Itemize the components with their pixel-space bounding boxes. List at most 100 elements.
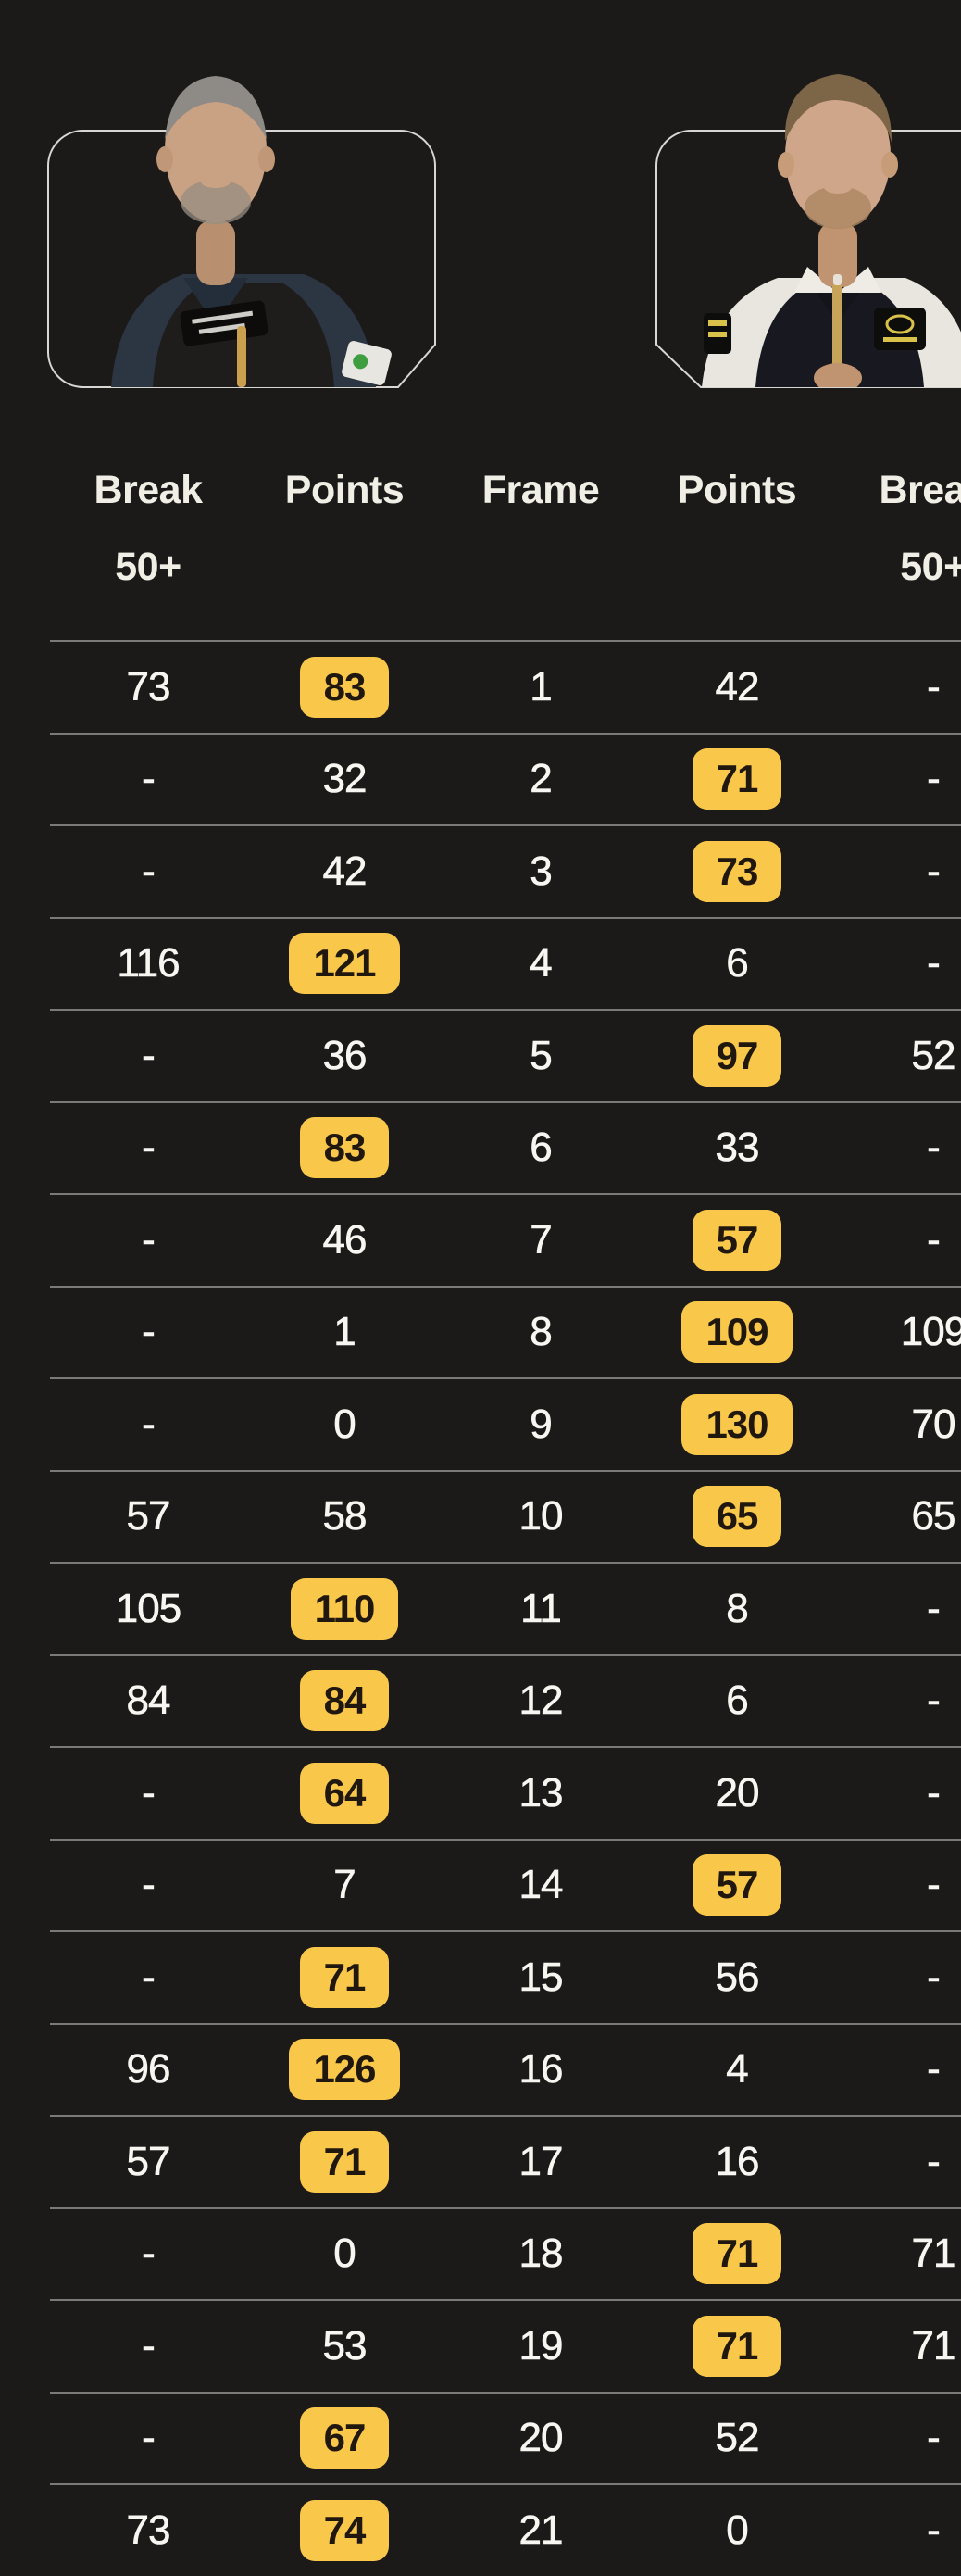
p2-break-value: 70: [911, 1401, 956, 1447]
p1-points-value: 71: [299, 1946, 390, 2008]
p2-points-cell: 73: [639, 840, 835, 902]
frame-number: 12: [518, 1678, 564, 1724]
p2-break-cell: -: [835, 940, 961, 986]
frame-row: - 42 3 73 -: [50, 824, 961, 917]
players-photo-section: [47, 74, 961, 388]
frame-row: 57 58 10 65 65: [50, 1469, 961, 1563]
p2-break-value: -: [927, 1954, 941, 2000]
header-p2-points: Points: [677, 468, 797, 512]
frame-number-cell: 11: [443, 1585, 639, 1632]
p2-points-value: 33: [715, 1125, 760, 1171]
p2-points-cell: 57: [639, 1209, 835, 1271]
p2-points-cell: 56: [639, 1954, 835, 2001]
frame-row: 96 126 16 4 -: [50, 2022, 961, 2116]
header-p1-break: Break 50+: [94, 468, 203, 589]
p1-points-value: 64: [299, 1762, 390, 1824]
p1-break-cell: 57: [50, 2138, 246, 2185]
p1-points-value: 1: [333, 1309, 356, 1355]
p1-break-value: -: [142, 1032, 156, 1078]
p1-break-value: 105: [115, 1585, 181, 1631]
p1-points-value: 0: [333, 2230, 356, 2277]
frame-row: 57 71 17 16 -: [50, 2115, 961, 2207]
p2-break-value: -: [927, 1125, 941, 1171]
p1-break-cell: -: [50, 1862, 246, 1908]
frame-number: 2: [530, 756, 553, 802]
p2-break-cell: 70: [835, 1401, 961, 1448]
p1-points-cell: 58: [246, 1493, 443, 1539]
p2-break-cell: -: [835, 2507, 961, 2554]
p2-points-cell: 57: [639, 1854, 835, 1916]
frame-number: 16: [518, 2046, 564, 2092]
p1-break-cell: 73: [50, 663, 246, 710]
frame-number-cell: 9: [443, 1401, 639, 1448]
p2-points-value: 6: [726, 940, 749, 986]
p1-break-cell: -: [50, 756, 246, 802]
p2-break-value: -: [927, 756, 941, 802]
p2-break-cell: -: [835, 848, 961, 895]
frame-number-cell: 18: [443, 2230, 639, 2277]
frame-number: 20: [518, 2415, 564, 2461]
p1-break-value: -: [142, 756, 156, 802]
p2-break-value: -: [927, 1769, 941, 1816]
p2-break-value: 65: [911, 1493, 956, 1539]
p2-break-cell: 65: [835, 1493, 961, 1539]
frame-row: - 64 13 20 -: [50, 1746, 961, 1839]
p2-points-value: 71: [692, 2315, 782, 2377]
p1-points-value: 67: [299, 2407, 390, 2469]
p2-points-value: 73: [692, 840, 782, 902]
p2-break-cell: -: [835, 1125, 961, 1171]
p2-points-value: 16: [715, 2138, 760, 2184]
frame-row: 116 121 4 6 -: [50, 916, 961, 1010]
frame-number-cell: 16: [443, 2046, 639, 2092]
p1-break-cell: 73: [50, 2507, 246, 2554]
p1-break-cell: -: [50, 1954, 246, 2001]
frame-number: 10: [518, 1493, 564, 1539]
p1-points-cell: 1: [246, 1309, 443, 1355]
p1-points-cell: 110: [246, 1577, 443, 1640]
p2-points-cell: 6: [639, 1678, 835, 1724]
p1-points-cell: 7: [246, 1862, 443, 1908]
frame-number: 14: [518, 1862, 564, 1908]
frame-number-cell: 3: [443, 848, 639, 895]
p2-break-value: -: [927, 848, 941, 894]
p1-points-value: 0: [333, 1401, 356, 1447]
frame-number: 17: [518, 2138, 564, 2184]
p1-break-value: 73: [126, 2507, 171, 2553]
p2-points-cell: 109: [639, 1301, 835, 1363]
p1-break-value: -: [142, 848, 156, 894]
frame-row: 73 74 21 0 -: [50, 2483, 961, 2576]
p2-points-cell: 8: [639, 1585, 835, 1632]
frame-number: 8: [530, 1309, 553, 1355]
frame-row: - 53 19 71 71: [50, 2299, 961, 2392]
p2-break-cell: -: [835, 1954, 961, 2001]
p2-points-value: 65: [692, 1486, 782, 1548]
p1-break-cell: 105: [50, 1585, 246, 1632]
frame-number-cell: 12: [443, 1678, 639, 1724]
p1-points-cell: 71: [246, 1946, 443, 2008]
frame-row: - 0 18 71 71: [50, 2206, 961, 2300]
p1-points-cell: 53: [246, 2322, 443, 2369]
frame-row: - 46 7 57 -: [50, 1193, 961, 1286]
p1-break-value: -: [142, 1862, 156, 1908]
frame-rows: 73 83 1 42 - - 32 2 71 - - 42 3 73 - 116…: [50, 640, 961, 2576]
p1-break-value: -: [142, 2230, 156, 2277]
p2-points-cell: 6: [639, 940, 835, 986]
p2-break-value: -: [927, 1216, 941, 1263]
p2-points-cell: 71: [639, 2223, 835, 2285]
p1-break-value: 57: [126, 2138, 171, 2184]
p2-points-cell: 0: [639, 2507, 835, 2554]
p2-break-value: 109: [900, 1309, 961, 1355]
p1-break-value: -: [142, 2415, 156, 2461]
p1-points-value: 32: [322, 756, 368, 802]
frame-number-cell: 20: [443, 2415, 639, 2461]
frame-number: 13: [518, 1769, 564, 1816]
frame-number: 6: [530, 1125, 553, 1171]
p1-points-cell: 126: [246, 2039, 443, 2101]
p2-break-cell: 109: [835, 1309, 961, 1355]
p2-points-cell: 52: [639, 2415, 835, 2461]
p1-break-value: -: [142, 1769, 156, 1816]
p2-points-cell: 33: [639, 1125, 835, 1171]
p2-points-cell: 4: [639, 2046, 835, 2092]
frame-number-cell: 6: [443, 1125, 639, 1171]
p2-break-cell: -: [835, 1585, 961, 1632]
